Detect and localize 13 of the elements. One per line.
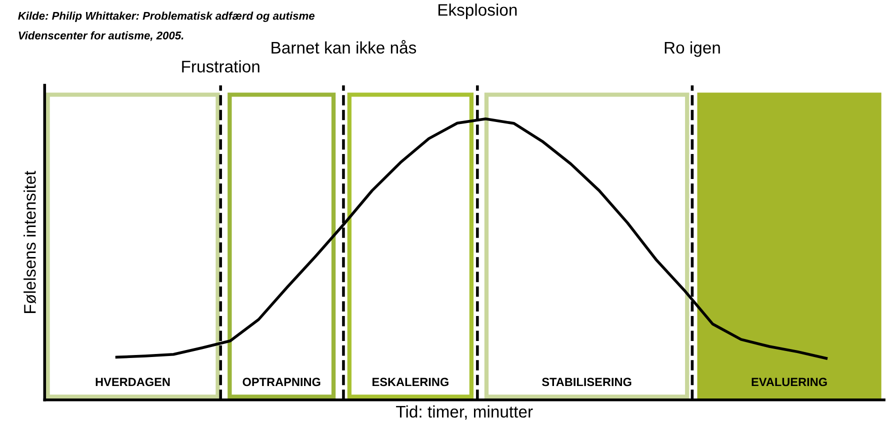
text: Videnscenter for autisme, 2005. [18, 31, 184, 42]
text: Frustration [182, 60, 260, 72]
text: Kilde: Philip Whittaker: Problematisk adfærd og autisme [18, 12, 315, 22]
x-axis-title: Tid: timer, minutter [396, 405, 533, 420]
annotation: ESKALERING [372, 378, 448, 386]
text: Ro igen [664, 41, 720, 57]
text: Eksplosion [438, 4, 517, 20]
annotation: EVALUERING [752, 378, 827, 386]
text: Barnet kan ikke nås [272, 40, 416, 54]
y-axis-title: Følelsens intensitet [24, 170, 36, 313]
annotation: STABILISERING [542, 378, 632, 386]
annotation: HVERDAGEN [96, 378, 170, 386]
annotation: OPTRAPNING [242, 378, 320, 386]
